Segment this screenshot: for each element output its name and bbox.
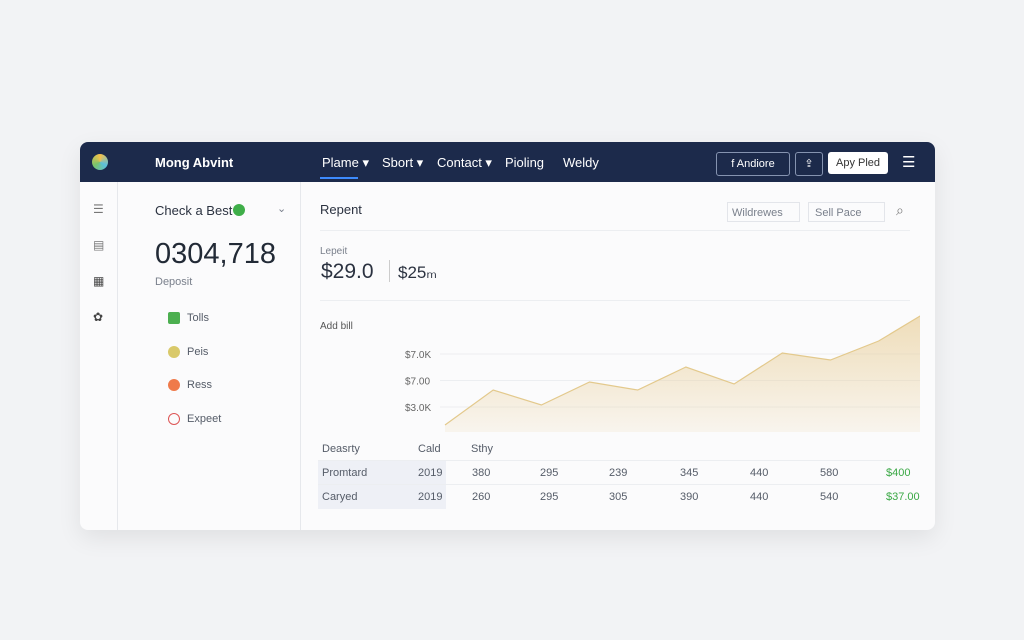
divider <box>320 230 910 231</box>
table-cell: 239 <box>609 467 628 479</box>
search-icon[interactable]: ⌕ <box>896 202 904 218</box>
table-cell: 540 <box>820 491 839 503</box>
rail-icon[interactable]: ☰ <box>93 202 104 216</box>
y-axis-label: $7.0K <box>405 350 431 361</box>
item-icon <box>168 312 180 324</box>
chart-label: Add bill <box>320 321 353 332</box>
menu-icon[interactable]: ☰ <box>902 154 916 171</box>
table-cell: $400 <box>886 467 911 479</box>
big-number: 0304,718 <box>155 238 276 270</box>
chevron[interactable]: ⌄ <box>277 203 287 215</box>
y-axis-label: $7.00 <box>405 377 430 388</box>
kpi-label: Lepeit <box>320 246 348 257</box>
navbar: Mong Abvint Plame ▾ Sbort ▾ Contact ▾ Pi… <box>80 142 935 182</box>
table-cell: 260 <box>472 491 491 503</box>
sidebar: Check a Best ⌄ 0304,718 Deposit Tolls Pe… <box>117 182 301 530</box>
row-highlight <box>318 461 446 485</box>
y-axis-label: $3.0K <box>405 403 431 414</box>
status-dot <box>233 204 245 216</box>
table-header: Cald <box>418 443 441 455</box>
table-row[interactable]: Promtard 2019 380 295 239 345 440 580 $400 <box>318 460 910 485</box>
item-icon <box>168 346 180 358</box>
table-cell: Promtard <box>322 467 368 479</box>
kpi-main: $29.0 <box>321 260 374 283</box>
rail-icon[interactable]: ✿ <box>93 310 104 324</box>
sidebar-item[interactable]: Expeet <box>187 413 222 425</box>
kpi-secondary: $25ₘ <box>398 263 437 282</box>
menu-item[interactable]: Weldy <box>563 155 599 170</box>
sidebar-item[interactable]: Tolls <box>187 312 210 324</box>
brand[interactable]: Mong Abvint <box>155 155 234 170</box>
table-cell: 380 <box>472 467 491 479</box>
input[interactable]: Sell Pace <box>808 202 885 222</box>
table-header: Deasrty <box>322 443 360 455</box>
item-icon <box>168 379 180 391</box>
table-cell: 580 <box>820 467 839 479</box>
sidebar-header[interactable]: Check a Best <box>155 203 233 218</box>
table-cell: 2019 <box>418 491 443 503</box>
table-cell: Caryed <box>322 491 358 503</box>
caption: Deposit <box>155 276 193 288</box>
area-chart: $7.0K $7.00 $3.0K <box>405 315 920 432</box>
menu-item[interactable]: Sbort ▾ <box>382 155 424 170</box>
sidebar-item[interactable]: Ress <box>187 379 213 391</box>
menu-item[interactable]: Plame ▾ <box>322 155 369 170</box>
row-highlight <box>318 485 446 509</box>
table-cell: 295 <box>540 467 559 479</box>
rail-icon[interactable]: ▦ <box>93 274 105 288</box>
active-indicator <box>320 177 358 179</box>
logo[interactable] <box>92 154 108 170</box>
table-cell: $37.00 <box>886 491 920 503</box>
table-header: Sthy <box>471 443 494 455</box>
dashboard: Mong Abvint Plame ▾ Sbort ▾ Contact ▾ Pi… <box>80 142 935 530</box>
area <box>445 316 920 432</box>
icon-rail: ☰ ▤ ▦ ✿ <box>80 182 118 530</box>
sidebar-item[interactable]: Peis <box>187 346 209 358</box>
button[interactable]: Apy Pled <box>828 152 888 174</box>
input[interactable]: Wildrewes <box>727 202 800 222</box>
table-cell: 295 <box>540 491 559 503</box>
table-cell: 390 <box>680 491 699 503</box>
kpi-divider <box>389 260 390 282</box>
item-icon <box>168 413 180 425</box>
table-cell: 440 <box>750 491 769 503</box>
rail-icon[interactable]: ▤ <box>93 238 105 252</box>
menu-item[interactable]: Pioling <box>505 155 545 170</box>
button[interactable]: f Andiore <box>716 152 790 176</box>
table-cell: 440 <box>750 467 769 479</box>
table: Promtard 2019 380 295 239 345 440 580 $400 Caryed… <box>318 460 920 510</box>
icon-button[interactable]: ⇪ <box>795 152 823 176</box>
divider <box>320 300 910 301</box>
area-line <box>444 315 920 426</box>
table-cell: 345 <box>680 467 699 479</box>
table-cell: 2019 <box>418 467 443 479</box>
menu-item[interactable]: Contact ▾ <box>437 155 492 170</box>
table-cell: 305 <box>609 491 628 503</box>
report-title: Repent <box>320 202 362 217</box>
table-row[interactable]: Caryed 2019 260 295 305 390 440 540 $37.00 <box>318 484 920 509</box>
